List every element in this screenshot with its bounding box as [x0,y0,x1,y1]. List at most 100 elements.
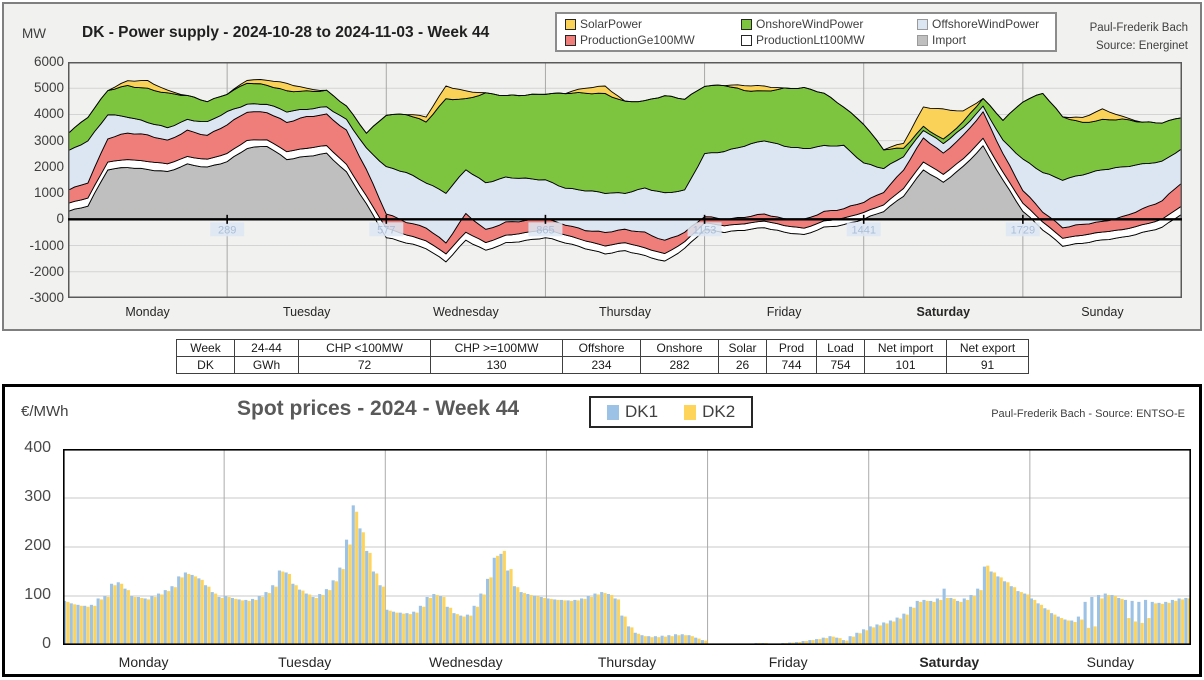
bar-dk2 [1046,609,1050,645]
bar-dk1 [271,585,275,645]
productionge100mw-swatch-icon [565,34,576,46]
bar-dk2 [999,577,1003,645]
bar-dk1 [828,636,832,645]
bar-dk1 [1164,601,1168,645]
legend-label: DK1 [625,402,659,421]
table-data-row-cell: 91 [946,356,1029,374]
bar-dk1 [687,635,691,645]
bar-dk1 [1090,596,1094,645]
bar-dk2 [979,590,983,645]
bar-dk2 [663,636,668,645]
bar-dk2 [475,606,480,645]
bar-dk1 [640,635,644,645]
bar-dk2 [502,550,506,645]
y-tick-300: 300 [24,488,51,505]
bar-dk2 [1093,626,1097,645]
bar-dk1 [895,617,899,645]
bar-dk1 [841,640,845,645]
bar-dk1 [230,597,234,645]
legend-item-productionlt100mw: ProductionLt100MW [741,33,917,47]
bar-dk2 [1073,621,1077,645]
table-header-row-cell: Load [816,339,865,357]
bar-dk2 [811,640,815,645]
bar-dk2 [173,587,177,645]
bar-dk1 [338,567,342,645]
bar-dk1 [123,588,127,645]
bar-dk2 [1154,603,1158,645]
bar-dk2 [321,595,325,645]
y-tick-1000: 1000 [33,185,64,201]
bar-dk2 [543,597,547,645]
bar-dk2 [140,597,144,645]
import-swatch-icon [917,34,928,46]
bar-dk1 [506,570,510,645]
bar-dk2 [536,596,540,645]
bar-dk2 [684,635,688,645]
bar-dk2 [227,596,231,645]
bar-dk2 [1066,620,1070,645]
bar-dk1 [1170,599,1174,645]
bar-dk1 [472,605,476,645]
bar-dk2 [106,596,110,645]
table-header-row: Week 24-44 CHP <100MW CHP >=100MW Offshore On… [176,339,1029,357]
attribution-source: Source: Energinet [1095,39,1188,52]
table-data-row-cell: 101 [864,356,947,374]
y-tick-200: 200 [24,537,51,554]
table-data-row-cell: 744 [766,356,817,374]
bar-dk2 [247,600,251,645]
bar-dk2 [294,585,298,645]
bar-dk1 [989,571,993,645]
bar-dk1 [324,589,328,645]
bar-dk2 [1120,598,1124,645]
bar-dk2 [167,591,171,645]
day-label-thursday: Thursday [598,305,652,319]
bar-dk2 [563,600,567,645]
day-label-monday: Monday [118,654,169,670]
bar-dk1 [1083,601,1087,645]
week-summary-table: Week 24-44 CHP <100MW CHP >=100MW Offshore On… [176,339,1029,374]
bottom-chart-unit-label: €/MWh [21,403,69,420]
bar-dk2 [1026,594,1030,645]
bar-dk2 [200,579,204,645]
day-label-monday: Monday [125,305,170,319]
bar-dk2 [690,636,694,645]
table-data-row-cell: 72 [298,356,431,374]
bar-dk2 [267,593,271,645]
bar-dk1 [170,586,174,645]
bar-dk2 [1180,599,1185,645]
bar-dk2 [160,594,164,645]
bar-dk1 [915,600,919,645]
bar-dk1 [1076,616,1080,645]
bar-dk1 [298,589,302,645]
solarpower-swatch-icon [565,18,576,30]
interval-label: 865 [536,224,554,236]
day-label-wednesday: Wednesday [429,654,503,670]
bar-dk2 [93,605,97,645]
bar-dk2 [623,616,627,645]
bar-dk2 [341,569,345,645]
dk2-swatch-icon [684,404,697,420]
bar-dk2 [912,607,916,645]
bar-dk2 [1140,622,1144,645]
bar-dk2 [576,600,580,645]
bar-dk2 [220,597,224,645]
day-label-sunday: Sunday [1081,305,1124,319]
bar-dk1 [190,574,194,645]
bottom-chart-title: Spot prices - 2024 - Week 44 [237,397,520,420]
bar-dk1 [244,599,248,645]
bar-dk1 [1070,620,1074,645]
bar-dk2 [838,638,842,645]
bar-dk1 [418,605,422,645]
bar-dk2 [569,600,574,645]
bar-dk2 [361,532,365,645]
bar-dk1 [680,634,684,645]
bar-dk1 [902,613,906,645]
bar-dk1 [83,605,87,645]
bar-dk1 [633,632,637,645]
legend-item-offshorewindpower: OffshoreWindPower [917,17,1039,31]
y-tick-0: 0 [42,635,51,652]
bar-dk1 [700,640,704,645]
bar-dk1 [318,594,322,645]
bar-dk2 [919,601,923,645]
spot-prices-svg [63,449,1192,645]
